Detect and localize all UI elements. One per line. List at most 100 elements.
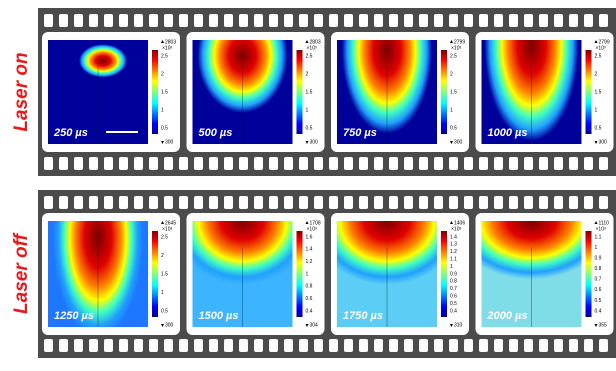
sprocket-hole bbox=[344, 157, 353, 170]
sprocket-hole bbox=[464, 14, 473, 27]
colorbar-tick: 0.7 bbox=[595, 277, 602, 283]
row-label: Laser off bbox=[11, 232, 32, 314]
heatmap bbox=[79, 44, 127, 77]
colorbar-tick: 2 bbox=[161, 71, 164, 77]
sprocket-hole bbox=[269, 14, 278, 27]
sprocket-hole bbox=[269, 196, 278, 209]
sprocket-hole bbox=[434, 196, 443, 209]
colorbar-tick: 1.5 bbox=[161, 89, 168, 95]
sprocket-hole bbox=[419, 339, 428, 352]
colorbar-tick: 0.5 bbox=[595, 125, 602, 131]
sprocket-hole bbox=[569, 157, 578, 170]
colorbar-tick: 1 bbox=[161, 107, 164, 113]
sprocket-hole bbox=[344, 196, 353, 209]
sprocket-hole bbox=[554, 157, 563, 170]
colorbar-unit: ×10³ bbox=[162, 45, 172, 51]
sprocket-hole bbox=[224, 339, 233, 352]
sprocket-hole bbox=[44, 157, 53, 170]
sprocket-hole bbox=[539, 157, 548, 170]
colorbar-tick: 0.8 bbox=[450, 279, 457, 285]
sprocket-hole bbox=[599, 157, 608, 170]
sprocket-hole bbox=[449, 157, 458, 170]
sprocket-hole bbox=[329, 157, 338, 170]
sprocket-hole bbox=[194, 14, 203, 27]
sprocket-hole bbox=[479, 196, 488, 209]
sprocket-hole bbox=[479, 157, 488, 170]
colorbar-tick: 1.5 bbox=[595, 89, 602, 95]
colorbar-tick: 1.4 bbox=[306, 247, 313, 253]
sprocket-hole bbox=[119, 14, 128, 27]
colorbar-tick: 2.5 bbox=[450, 53, 457, 59]
sprocket-hole bbox=[449, 14, 458, 27]
sprocket-hole bbox=[494, 14, 503, 27]
sprocket-hole bbox=[404, 196, 413, 209]
sprocket-hole bbox=[299, 196, 308, 209]
sprocket-hole bbox=[74, 157, 83, 170]
sprocket-hole bbox=[434, 14, 443, 27]
sprocket-hole bbox=[404, 14, 413, 27]
sprocket-hole bbox=[584, 157, 593, 170]
frame-time: 500 µs bbox=[199, 127, 233, 139]
colorbar-unit: ×10³ bbox=[596, 45, 606, 51]
sprocket-hole bbox=[314, 157, 323, 170]
sprocket-hole bbox=[149, 157, 158, 170]
sprocket-hole bbox=[449, 196, 458, 209]
sprocket-hole bbox=[374, 157, 383, 170]
sprocket-hole bbox=[224, 14, 233, 27]
frame-time: 1750 µs bbox=[343, 310, 383, 322]
sprocket-hole bbox=[179, 157, 188, 170]
sprocket-hole bbox=[44, 14, 53, 27]
sprocket-hole bbox=[524, 339, 533, 352]
sprocket-hole bbox=[149, 14, 158, 27]
sprocket-hole bbox=[164, 339, 173, 352]
colorbar-tick: 0.8 bbox=[306, 284, 313, 290]
sprocket-hole bbox=[164, 157, 173, 170]
colorbar-tick: 1.3 bbox=[450, 242, 457, 248]
colorbar-unit: ×10³ bbox=[162, 226, 172, 232]
sprocket-hole bbox=[119, 157, 128, 170]
sprocket-hole bbox=[599, 14, 608, 27]
colorbar-tick: 1 bbox=[161, 290, 164, 296]
colorbar-tick: 0.5 bbox=[161, 125, 168, 131]
sprocket-hole bbox=[59, 196, 68, 209]
sprocket-hole bbox=[44, 196, 53, 209]
colorbar-tick: 2 bbox=[161, 253, 164, 259]
colorbar bbox=[441, 231, 447, 317]
sprocket-hole bbox=[539, 14, 548, 27]
sprocket-hole bbox=[329, 14, 338, 27]
sprocket-hole bbox=[329, 339, 338, 352]
colorbar bbox=[586, 231, 592, 317]
colorbar-min: 300 bbox=[310, 139, 319, 145]
sprocket-hole bbox=[299, 157, 308, 170]
sprocket-hole bbox=[104, 196, 113, 209]
colorbar-unit: ×10³ bbox=[451, 45, 461, 51]
sprocket-hole bbox=[404, 157, 413, 170]
colorbar-tick: 0.5 bbox=[450, 301, 457, 307]
frame-time: 250 µs bbox=[53, 127, 88, 139]
sprocket-hole bbox=[494, 196, 503, 209]
colorbar-tick: 0.6 bbox=[450, 294, 457, 300]
sprocket-hole bbox=[299, 339, 308, 352]
sprocket-hole bbox=[74, 14, 83, 27]
colorbar-min: 300 bbox=[454, 139, 463, 145]
colorbar-tick: 2.5 bbox=[161, 234, 168, 240]
colorbar-unit: ×10³ bbox=[307, 226, 317, 232]
colorbar-tick: 1 bbox=[450, 264, 453, 270]
sprocket-hole bbox=[149, 196, 158, 209]
sprocket-hole bbox=[164, 14, 173, 27]
colorbar-tick: 1 bbox=[595, 245, 598, 251]
colorbar-min: 300 bbox=[165, 139, 174, 145]
sprocket-hole bbox=[464, 157, 473, 170]
sprocket-hole bbox=[179, 339, 188, 352]
sprocket-hole bbox=[104, 157, 113, 170]
colorbar-tick: 1.6 bbox=[306, 234, 313, 240]
sprocket-hole bbox=[539, 196, 548, 209]
sprocket-hole bbox=[284, 14, 293, 27]
sprocket-hole bbox=[269, 157, 278, 170]
sprocket-hole bbox=[164, 196, 173, 209]
colorbar-tick: 2.5 bbox=[595, 53, 602, 59]
sprocket-hole bbox=[239, 14, 248, 27]
sprocket-hole bbox=[254, 14, 263, 27]
colorbar-tick: 1.2 bbox=[450, 249, 457, 255]
sprocket-hole bbox=[389, 196, 398, 209]
